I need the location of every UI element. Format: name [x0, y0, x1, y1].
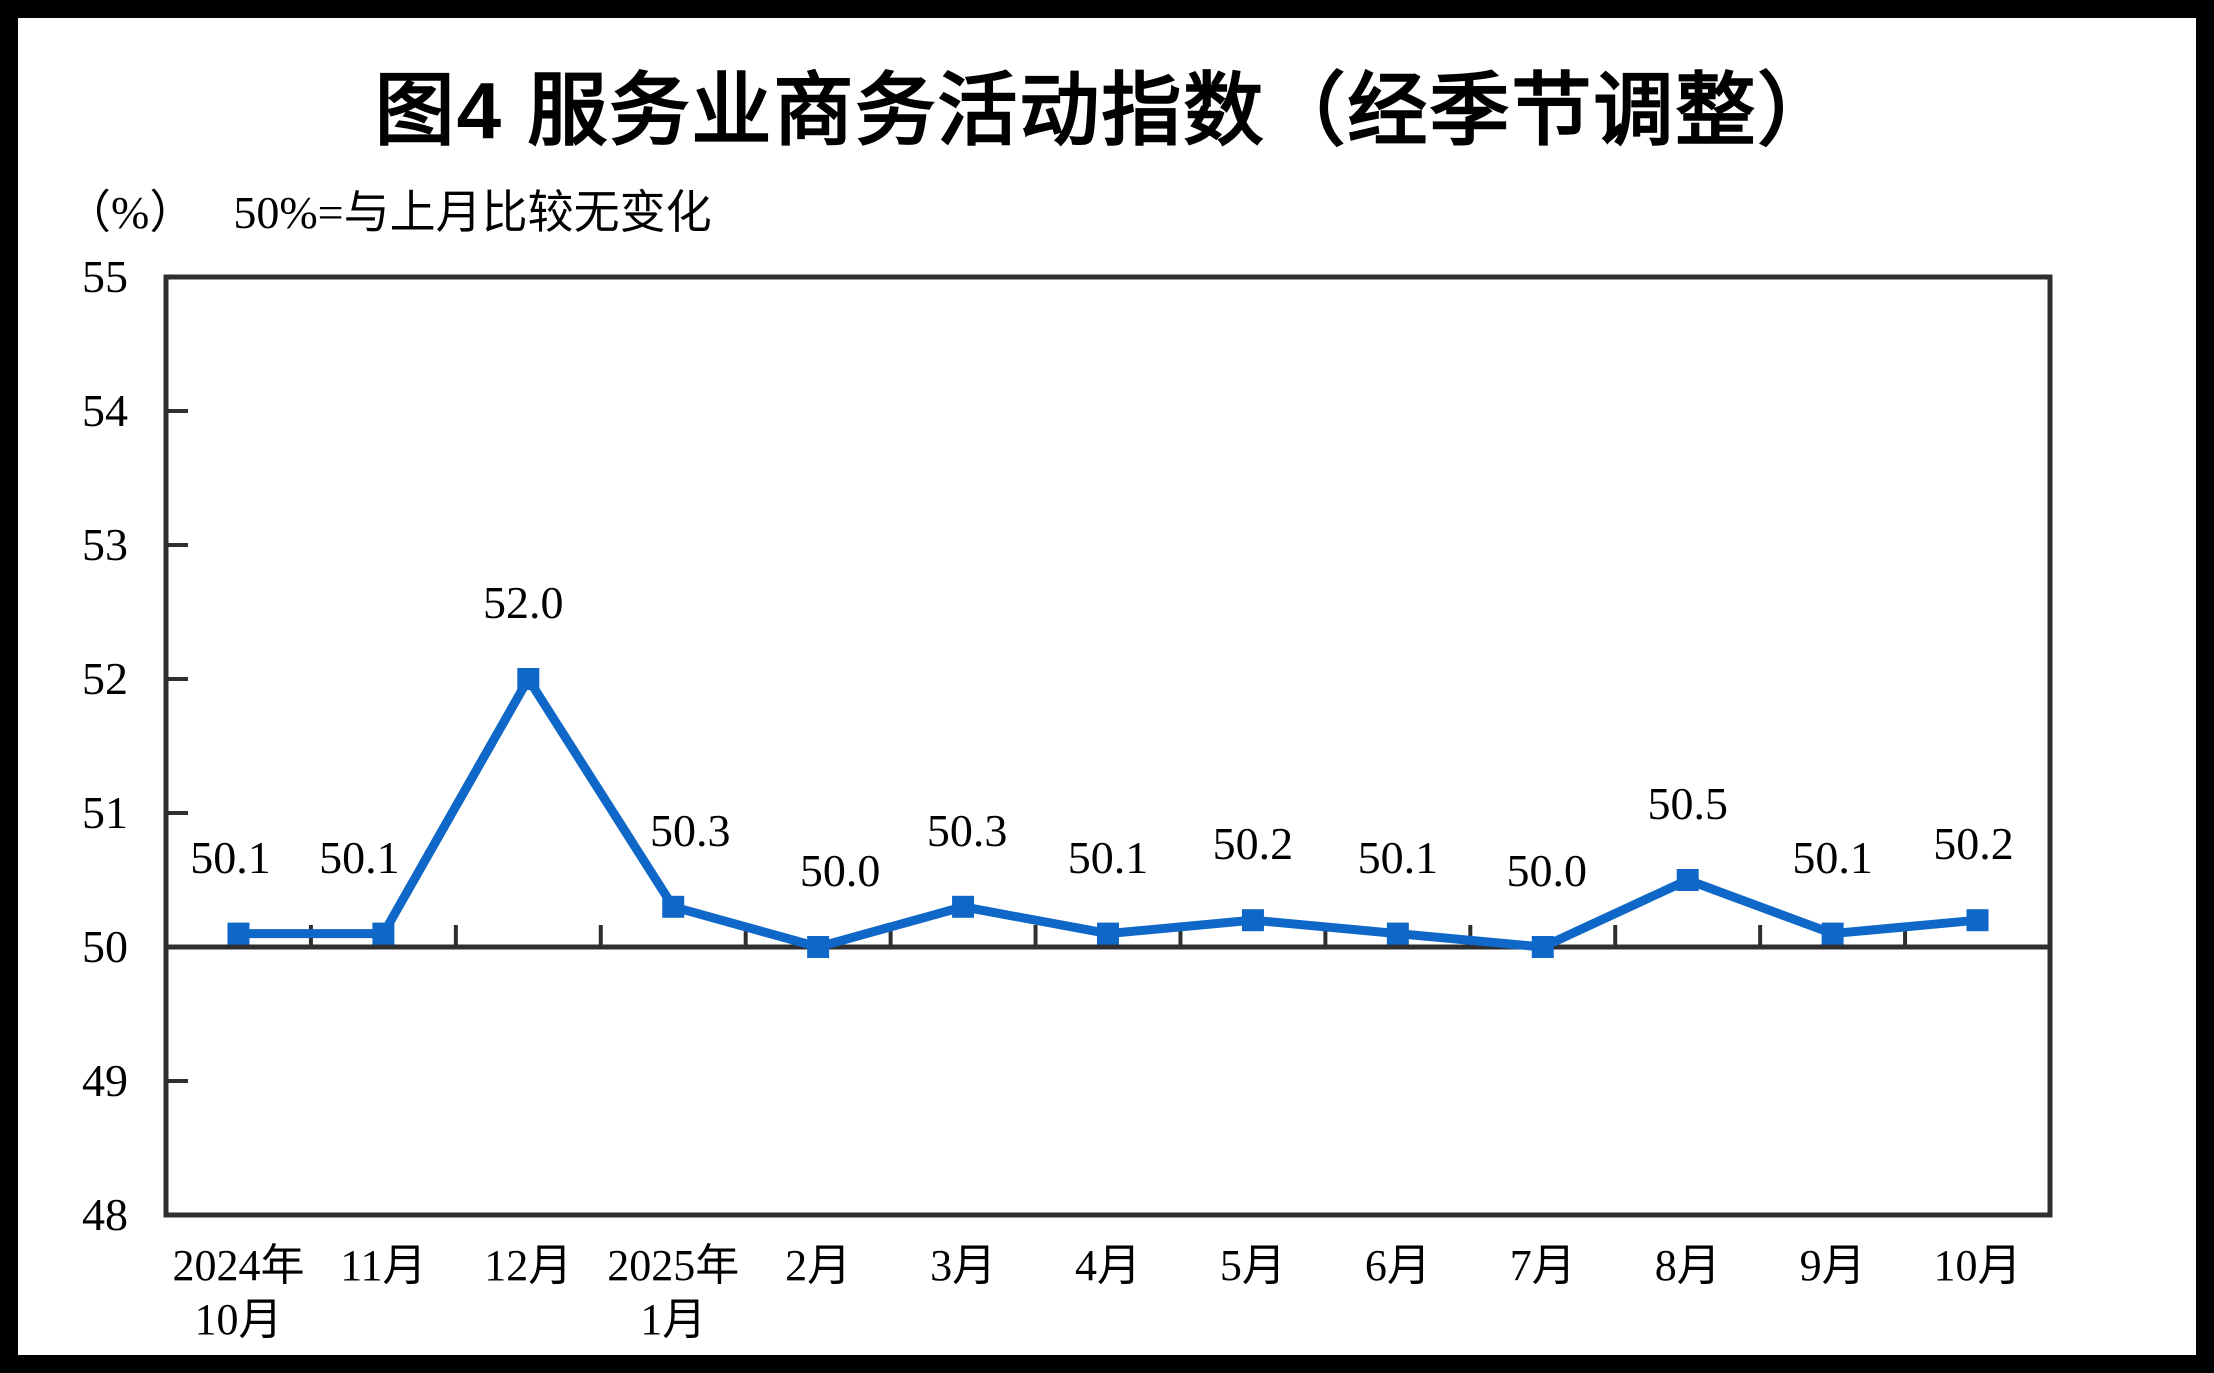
y-axis-tick-label: 49: [82, 1055, 128, 1106]
y-axis-tick-label: 50: [82, 921, 128, 972]
x-axis-tick-label: 5月: [1113, 1239, 1393, 1293]
data-point-marker: [227, 922, 250, 945]
y-axis-unit-label: （%）: [65, 187, 196, 238]
data-point-label: 50.3: [649, 804, 731, 856]
data-point-label: 50.1: [1067, 831, 1149, 883]
x-axis-tick-label-line: 6月: [1364, 1241, 1431, 1290]
x-axis-tick-label: 12月: [388, 1239, 668, 1293]
chart-canvas: 图4 服务业商务活动指数（经季节调整） （%） 50%=与上月比较无变化 48 49…: [18, 18, 2196, 1355]
x-axis-tick-label: 2025年 1月: [533, 1239, 813, 1347]
chart-title: 图4 服务业商务活动指数（经季节调整）: [374, 66, 1840, 155]
data-point-label: 50.0: [1506, 845, 1588, 896]
y-axis-tick-label: 52: [82, 653, 128, 704]
x-axis-tick-label: 3月: [823, 1239, 1103, 1293]
x-axis-tick-label-line: 12月: [484, 1241, 573, 1290]
x-axis-tick-label-line: 3月: [930, 1241, 997, 1290]
y-axis-tick-label: 53: [82, 519, 128, 570]
data-point-marker: [1097, 922, 1119, 945]
x-axis-tick-label-line: 11月: [340, 1241, 427, 1290]
x-axis-tick-label: 9月: [1693, 1239, 1973, 1293]
x-axis-tick-label-line: 10月: [194, 1295, 283, 1344]
data-point-label: 50.1: [1357, 831, 1439, 883]
data-point-label: 50.3: [926, 804, 1008, 856]
data-point-marker: [1386, 922, 1409, 945]
x-axis-tick-label-line: 9月: [1799, 1241, 1866, 1290]
x-axis-tick-label: 6月: [1258, 1239, 1538, 1293]
axis-subtitle: （%） 50%=与上月比较无变化: [65, 176, 712, 242]
x-axis-tick-label-line: 2024年: [172, 1241, 305, 1290]
data-point-marker: [807, 936, 830, 958]
data-point-label: 52.0: [483, 577, 564, 628]
data-point-marker: [952, 895, 975, 918]
y-axis-tick-label: 48: [82, 1189, 128, 1240]
data-point-label: 50.1: [190, 831, 271, 883]
x-axis-tick-label-line: 8月: [1654, 1241, 1721, 1290]
y-axis-tick-label: 54: [82, 385, 128, 436]
x-axis-tick-label: 2月: [678, 1239, 958, 1293]
x-axis-tick-label: 4月: [968, 1239, 1248, 1293]
data-point-label: 50.2: [1212, 818, 1294, 870]
data-point-marker: [1676, 869, 1699, 891]
x-axis-tick-label-line: 4月: [1075, 1241, 1141, 1290]
x-axis-tick-label-line: 10月: [1933, 1241, 2022, 1290]
x-axis-tick-label-line: 5月: [1219, 1241, 1286, 1290]
data-point-label: 50.1: [319, 831, 400, 883]
y-axis-tick-label: 55: [82, 251, 128, 302]
data-point-marker: [1531, 936, 1554, 958]
data-point-marker: [1966, 909, 1989, 932]
x-axis-tick-label: 10月: [1838, 1239, 2118, 1293]
data-point-label: 50.1: [1792, 831, 1873, 883]
x-axis-tick-label-line: 7月: [1509, 1241, 1576, 1290]
x-axis-tick-label-line: 2025年: [607, 1241, 740, 1290]
data-point-label: 50.5: [1647, 778, 1728, 829]
x-axis-tick-label: 11月: [243, 1239, 523, 1293]
x-axis-tick-label: 7月: [1403, 1239, 1683, 1293]
x-axis-tick-label-line: 1月: [640, 1295, 707, 1344]
x-axis-tick-label-line: 2月: [785, 1241, 852, 1290]
x-axis-tick-label: 8月: [1548, 1239, 1828, 1293]
x-axis-tick-label: 2024年 10月: [98, 1239, 378, 1347]
data-point-label: 50.2: [1933, 818, 2014, 870]
y-axis-tick-label: 51: [82, 787, 128, 838]
data-point-label: 50.0: [799, 845, 881, 896]
data-point-marker: [1241, 909, 1264, 932]
data-point-marker: [372, 922, 395, 945]
plot-area: [163, 274, 2053, 1218]
plot-border: [163, 274, 2053, 1218]
reference-note: 50%=与上月比较无变化: [233, 187, 712, 238]
data-point-marker: [662, 895, 685, 918]
data-point-marker: [517, 668, 540, 690]
data-point-marker: [1821, 922, 1844, 945]
